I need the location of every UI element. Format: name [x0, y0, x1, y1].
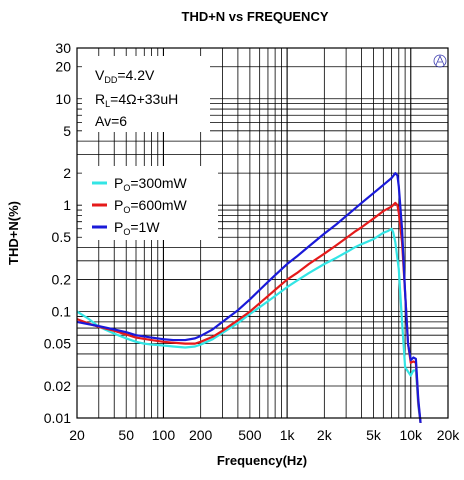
legend-label-1w: PO=1W: [114, 219, 160, 237]
y-tick-label: 0.5: [52, 229, 72, 245]
x-tick-label: 2k: [317, 427, 333, 443]
legend-1w-sub: O: [123, 227, 130, 237]
x-tick-label: 100: [152, 427, 176, 443]
rl-main: R: [95, 91, 105, 107]
rl-value: =4Ω+33uH: [110, 91, 178, 107]
vdd-sub: DD: [104, 75, 117, 85]
legend-1w-value: =1W: [130, 219, 160, 235]
x-tick-label: 20k: [437, 427, 461, 443]
legend-300mw-value: =300mW: [130, 175, 187, 191]
y-tick-labels: 0.01 0.02 0.05 0.1 0.2 0.5 1 2 5 10 20 30: [44, 40, 71, 426]
x-tick-labels: 20 50 100 200 500 1k 2k 5k 10k 20k: [69, 427, 460, 443]
legend-600mw-sub: O: [123, 205, 130, 215]
x-tick-label: 500: [238, 427, 262, 443]
y-tick-label: 2: [63, 165, 71, 181]
y-axis-label: THD+N(%): [6, 201, 21, 265]
y-tick-label: 0.01: [44, 410, 71, 426]
y-tick-label: 0.1: [52, 304, 72, 320]
x-tick-label: 20: [69, 427, 85, 443]
x-tick-label: 10k: [399, 427, 423, 443]
y-tick-label: 30: [55, 40, 71, 56]
vdd-value: =4.2V: [117, 67, 155, 83]
series-300mw-line: [77, 229, 421, 423]
x-tick-label: 200: [189, 427, 213, 443]
y-tick-label: 0.2: [52, 272, 72, 288]
x-tick-label: 5k: [366, 427, 382, 443]
y-tick-label: 0.05: [44, 336, 71, 352]
y-tick-label: 0.02: [44, 378, 71, 394]
x-axis-label: Frequency(Hz): [217, 453, 307, 468]
legend-300mw-main: P: [114, 175, 123, 191]
av-condition: Av=6: [95, 113, 127, 129]
y-tick-label: 5: [63, 123, 71, 139]
vdd-condition: VDD=4.2V: [95, 67, 155, 85]
legend-600mw-value: =600mW: [130, 197, 187, 213]
x-tick-label: 1k: [280, 427, 296, 443]
legend-300mw-sub: O: [123, 183, 130, 193]
legend-600mw-main: P: [114, 197, 123, 213]
y-tick-label: 1: [63, 197, 71, 213]
watermark-logo: [434, 55, 446, 67]
legend-1w-main: P: [114, 219, 123, 235]
chart-title: THD+N vs FREQUENCY: [182, 9, 329, 24]
y-tick-label: 20: [55, 59, 71, 75]
y-tick-label: 10: [55, 91, 71, 107]
x-tick-label: 50: [118, 427, 134, 443]
